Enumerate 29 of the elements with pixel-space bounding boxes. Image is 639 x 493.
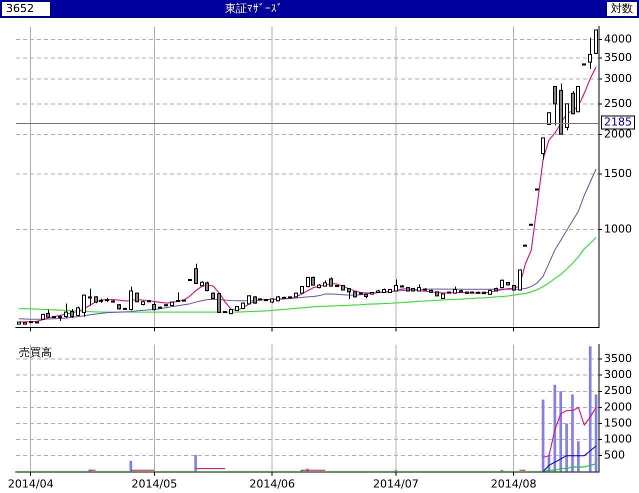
y-tick-label: 1000 (604, 432, 632, 446)
x-tick-label: 2014/07 (372, 477, 419, 490)
x-tick-label: 2014/06 (249, 477, 296, 490)
chart-title: 3652 (2, 2, 50, 16)
y-tick-label: 2500 (604, 96, 632, 110)
y-tick-label: 2000 (604, 128, 632, 141)
y-tick-label: 1500 (604, 416, 632, 430)
y-tick-label: 3000 (604, 368, 632, 382)
y-tick-label: 500 (604, 448, 625, 462)
y-tick-label: 4000 (604, 32, 632, 46)
chart-title: 売買高 (19, 346, 52, 359)
y-tick-label: 3500 (604, 352, 632, 365)
y-tick-label: 3500 (604, 50, 632, 64)
x-tick-label: 2014/08 (490, 477, 536, 490)
bar (588, 346, 592, 472)
y-tick-label: 1500 (604, 166, 632, 180)
ref-line-label: 2185 (604, 115, 632, 128)
bar (565, 423, 568, 472)
text: 対数 (607, 2, 637, 16)
bar (594, 394, 598, 472)
x-tick-label: 2014/04 (8, 477, 54, 490)
x-tick-label: 2014/05 (132, 477, 178, 490)
bar (571, 394, 574, 472)
chart-subtitle: 東証ﾏｻﾞｰｽﾞ (225, 2, 283, 16)
y-tick-label: 3000 (604, 72, 632, 85)
y-tick-label: 1000 (604, 222, 632, 236)
y-tick-label: 2500 (604, 384, 632, 398)
y-tick-label: 2000 (604, 400, 632, 414)
bar (542, 400, 544, 472)
